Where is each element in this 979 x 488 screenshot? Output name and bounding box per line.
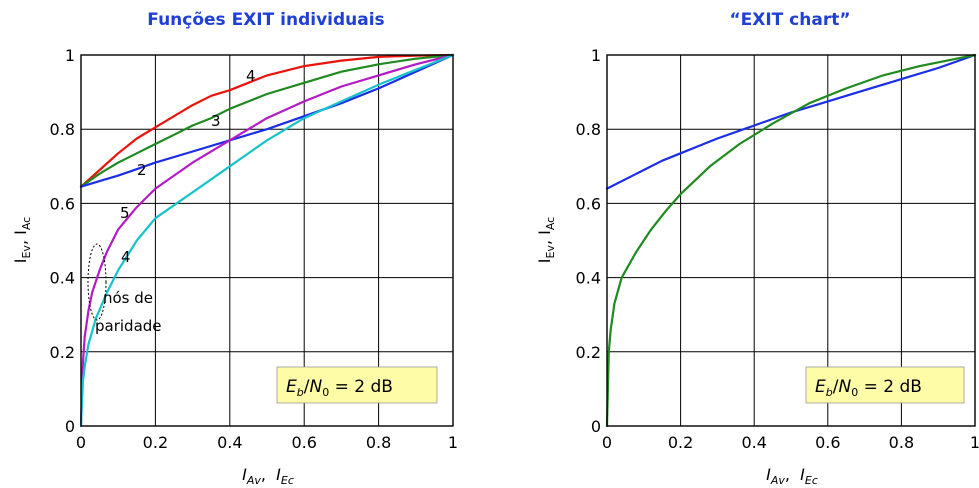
x-tick-label: 0.4 bbox=[741, 433, 766, 452]
series-line-left-1 bbox=[79, 53, 455, 188]
x-tick-label: 0.8 bbox=[366, 433, 391, 452]
series-line-left-3 bbox=[79, 53, 455, 428]
y-tick-label: 1 bbox=[65, 46, 75, 65]
curve-label-blue-2: 2 bbox=[137, 161, 147, 179]
series-line-left-2 bbox=[79, 53, 455, 188]
series-line-right-1 bbox=[605, 53, 977, 428]
chart-right-grid bbox=[607, 55, 975, 426]
chart-right: “EXIT chart” 0 0.2 0.4 0.6 0.8 1 0 0.2 0.4 0.6 0.8… bbox=[535, 10, 979, 487]
x-tick-label: 1 bbox=[970, 433, 979, 452]
series-line-right-0 bbox=[605, 53, 977, 190]
y-tick-label: 0.4 bbox=[50, 269, 75, 288]
y-tick-label: 0.8 bbox=[50, 120, 75, 139]
y-tick-label: 0 bbox=[591, 417, 601, 436]
snr-label-right: Eb/N0 = 2 dB bbox=[815, 377, 922, 399]
series-line-left-0 bbox=[79, 53, 455, 188]
chart-right-ylabel: IEv, IAc bbox=[535, 217, 557, 263]
curve-label-red-4: 4 bbox=[246, 67, 256, 85]
x-tick-label: 0.4 bbox=[217, 433, 242, 452]
y-tick-label: 0.2 bbox=[576, 343, 601, 362]
snr-box-right-bg bbox=[805, 366, 965, 404]
chart-right-title: “EXIT chart” bbox=[729, 10, 850, 30]
y-tick-label: 0 bbox=[65, 417, 75, 436]
chart-right-plot-frame bbox=[606, 54, 976, 427]
chart-left-title: Funções EXIT individuais bbox=[147, 10, 384, 30]
curve-label-green-3: 3 bbox=[211, 112, 221, 130]
x-tick-label: 1 bbox=[448, 433, 458, 452]
snr-box-left-bg bbox=[276, 366, 438, 404]
y-tick-label: 1 bbox=[591, 46, 601, 65]
chart-left-xlabel: IAv, IEc bbox=[242, 465, 294, 487]
parity-nodes-ellipse bbox=[87, 243, 107, 321]
annotation-nos-de: nós de bbox=[103, 289, 153, 307]
chart-left-series bbox=[79, 53, 455, 428]
chart-right-xlabel: IAv, IEc bbox=[766, 465, 818, 487]
x-tick-label: 0.8 bbox=[889, 433, 914, 452]
annotation-paridade: paridade bbox=[95, 317, 162, 335]
chart-right-series bbox=[605, 53, 977, 428]
series-line-left-4 bbox=[79, 53, 455, 428]
y-tick-label: 0.4 bbox=[576, 269, 601, 288]
chart-left-ticks: 0 0.2 0.4 0.6 0.8 1 0 0.2 0.4 0.6 0.8 1 bbox=[50, 46, 459, 452]
x-tick-label: 0 bbox=[76, 433, 86, 452]
snr-box-right: Eb/N0 = 2 dB bbox=[805, 366, 965, 404]
y-tick-label: 0.8 bbox=[576, 120, 601, 139]
chart-left: Funções EXIT individuais 0 0.2 0.4 0.6 0.8 10… bbox=[11, 10, 458, 487]
x-tick-label: 0.2 bbox=[143, 433, 168, 452]
y-tick-label: 0.2 bbox=[50, 343, 75, 362]
x-tick-label: 0.6 bbox=[291, 433, 316, 452]
curve-label-cyan-4: 4 bbox=[121, 248, 131, 266]
x-tick-label: 0.6 bbox=[815, 433, 840, 452]
y-tick-label: 0.6 bbox=[576, 194, 601, 213]
chart-left-ylabel: IEv, IAc bbox=[11, 217, 33, 263]
curve-label-magenta-5: 5 bbox=[120, 204, 130, 222]
x-tick-label: 0 bbox=[602, 433, 612, 452]
x-tick-label: 0.2 bbox=[668, 433, 693, 452]
chart-right-ticks: 0 0.2 0.4 0.6 0.8 1 0 0.2 0.4 0.6 0.8 1 bbox=[576, 46, 979, 452]
snr-box-left: Eb/N0 = 2 dB bbox=[276, 366, 438, 404]
y-tick-label: 0.6 bbox=[50, 194, 75, 213]
chart-left-plot-frame bbox=[80, 54, 454, 427]
snr-label-left: Eb/N0 = 2 dB bbox=[286, 377, 393, 399]
